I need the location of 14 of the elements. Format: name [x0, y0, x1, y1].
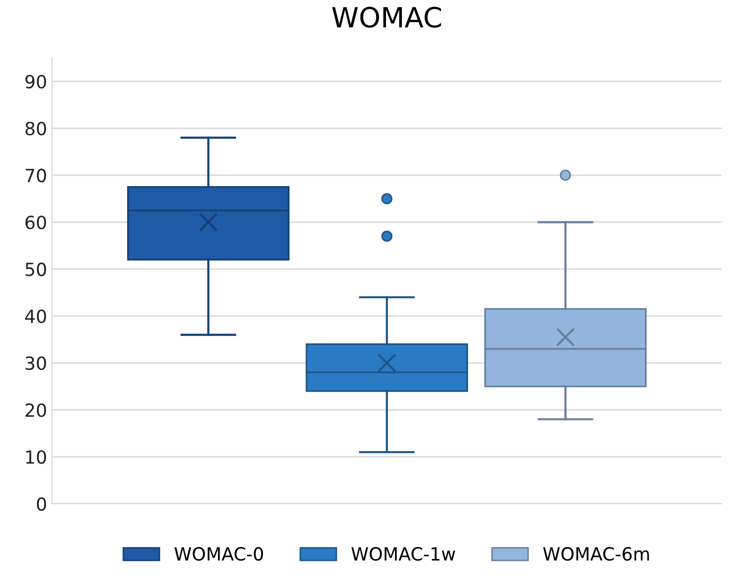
y-tick-label: 40 — [25, 309, 46, 324]
y-tick-label: 50 — [26, 262, 46, 276]
chart-title: WOMAC — [332, 6, 441, 28]
y-tick-label: 10 — [26, 450, 46, 464]
legend-label: WOMAC-1w — [351, 547, 456, 561]
y-tick-label: 70 — [26, 168, 46, 182]
legend-label: WOMAC-0 — [174, 547, 263, 561]
y-tick-label: 20 — [26, 403, 46, 417]
y-tick-label: 90 — [25, 74, 46, 88]
legend-label: WOMAC-6m — [543, 547, 649, 561]
y-tick-label: 0 — [36, 497, 46, 511]
y-tick-label: 30 — [26, 356, 46, 370]
y-tick-label: 60 — [26, 216, 46, 230]
y-tick-label: 80 — [25, 122, 46, 136]
